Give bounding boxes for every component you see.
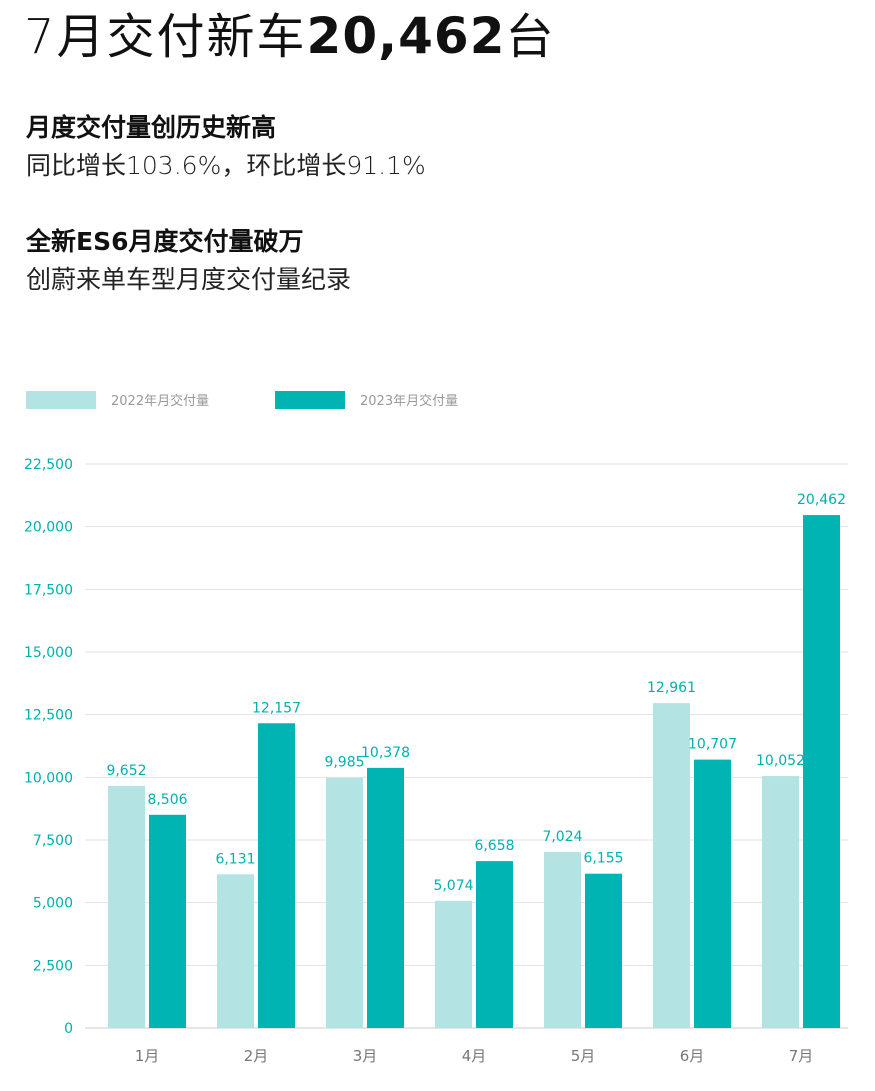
highlight-2-title: 全新ES6月度交付量破万 xyxy=(26,227,304,256)
bar-2023 xyxy=(803,515,840,1028)
delivery-bar-chart: 2022年月交付量 2023年月交付量 0 2,500 5,000 7,500 10,000… xyxy=(24,391,848,1065)
bar-2023 xyxy=(585,873,622,1028)
y-tick-label: 20,000 xyxy=(24,520,73,536)
data-label: 8,506 xyxy=(147,792,187,808)
headline: 7月交付新车20,462台 xyxy=(24,4,556,68)
y-tick-label: 15,000 xyxy=(24,645,73,661)
x-tick-label: 5月 xyxy=(571,1047,596,1065)
bar-2023 xyxy=(694,759,731,1028)
legend-swatch-1 xyxy=(26,391,96,409)
data-label: 10,707 xyxy=(688,737,737,753)
bar-2022 xyxy=(326,777,363,1028)
bar-2023 xyxy=(149,814,186,1028)
y-tick-label: 2,500 xyxy=(33,958,73,974)
bar-2023 xyxy=(367,767,404,1028)
bar-2023 xyxy=(258,723,295,1028)
data-label: 12,961 xyxy=(647,680,696,696)
x-tick-label: 6月 xyxy=(680,1047,705,1065)
bar-2022 xyxy=(217,874,254,1028)
data-label: 6,658 xyxy=(474,838,514,854)
bar-2022 xyxy=(544,851,581,1028)
y-tick-label: 22,500 xyxy=(24,457,73,473)
highlight-2-subtitle: 创蔚来单车型月度交付量纪录 xyxy=(26,265,352,294)
data-label: 6,155 xyxy=(583,851,623,867)
legend-swatch-2 xyxy=(275,391,345,409)
data-label: 7,024 xyxy=(542,829,582,845)
highlight-1-title: 月度交付量创历史新高 xyxy=(26,113,277,142)
bar-2022 xyxy=(653,703,690,1028)
x-tick-label: 7月 xyxy=(789,1047,814,1065)
data-label: 20,462 xyxy=(797,492,846,508)
data-label: 6,131 xyxy=(215,851,255,867)
x-tick-label: 4月 xyxy=(462,1047,487,1065)
bar-2022 xyxy=(762,776,799,1028)
x-tick-label: 2月 xyxy=(244,1047,269,1065)
data-label: 10,052 xyxy=(756,753,805,769)
bar-2022 xyxy=(435,900,472,1028)
highlight-1-subtitle: 同比增长103.6%，环比增长91.1% xyxy=(26,151,426,180)
y-tick-label: 5,000 xyxy=(33,896,73,912)
y-tick-label: 12,500 xyxy=(24,708,73,724)
data-label: 5,074 xyxy=(433,878,473,894)
legend-label-2: 2023年月交付量 xyxy=(360,393,458,409)
data-label: 12,157 xyxy=(252,700,301,716)
data-label: 10,378 xyxy=(361,745,410,761)
y-tick-label: 7,500 xyxy=(33,833,73,849)
data-label: 9,652 xyxy=(106,763,146,779)
y-tick-label: 10,000 xyxy=(24,770,73,786)
data-label: 9,985 xyxy=(324,755,364,771)
bar-2023 xyxy=(476,861,513,1028)
legend-label-1: 2022年月交付量 xyxy=(111,393,209,409)
x-tick-label: 1月 xyxy=(135,1047,160,1065)
headline-prefix: 7月交付新车 xyxy=(24,9,307,65)
headline-suffix: 台 xyxy=(505,9,556,65)
headline-number: 20,462 xyxy=(306,7,506,65)
y-tick-label: 0 xyxy=(64,1021,73,1037)
bar-2022 xyxy=(108,786,145,1028)
x-tick-label: 3月 xyxy=(353,1047,378,1065)
y-tick-label: 17,500 xyxy=(24,582,73,598)
